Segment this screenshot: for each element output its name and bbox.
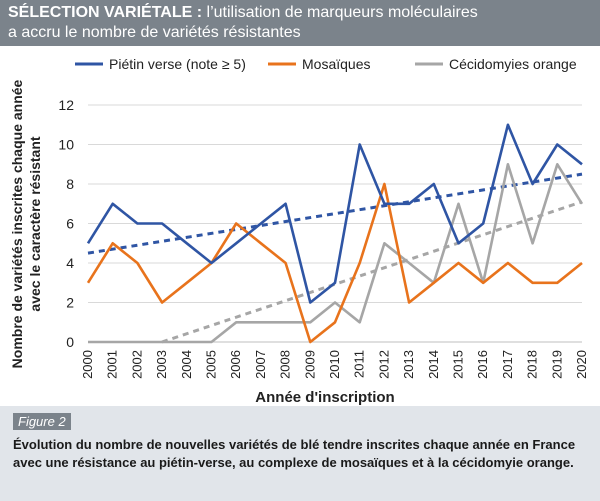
x-tick-label: 2000 — [80, 350, 95, 379]
y-tick-label: 10 — [58, 137, 74, 153]
x-tick-label: 2014 — [426, 350, 441, 379]
y-tick-label: 0 — [66, 334, 74, 350]
x-tick-label: 2006 — [228, 350, 243, 379]
figure-caption: Évolution du nombre de nouvelles variété… — [13, 437, 576, 470]
y-tick-label: 8 — [66, 176, 74, 192]
x-tick-label: 2007 — [253, 350, 268, 379]
y-axis-label-line2: avec le caractère résistant — [27, 136, 43, 311]
x-tick-label: 2015 — [451, 350, 466, 379]
x-tick-label: 2009 — [302, 350, 317, 379]
series-line — [86, 123, 583, 304]
x-tick-label: 2002 — [129, 350, 144, 379]
x-tick-label: 2008 — [278, 350, 293, 379]
legend-label: Piétin verse (note ≥ 5) — [109, 56, 246, 72]
y-axis-label-line1: Nombre de variétés inscrites chaque anné… — [9, 79, 25, 368]
x-tick-label: 2004 — [179, 350, 194, 379]
trend-line — [87, 172, 583, 255]
line-chart: 0 2 4 6 8 10 12 2000 2001 2002 2003 2004 2005 2006 200… — [9, 56, 589, 406]
y-tick-label: 12 — [58, 97, 74, 113]
x-tick-label: 2005 — [204, 350, 219, 379]
x-tick-label: 2018 — [525, 350, 540, 379]
x-axis-label: Année d'inscription — [255, 389, 394, 406]
y-tick-label: 6 — [66, 216, 74, 232]
trend-line — [161, 200, 583, 344]
x-tick-label: 2011 — [352, 350, 367, 378]
header-title-bold: SÉLECTION VARIÉTALE : — [8, 4, 207, 21]
header-title-rest: l’utilisation de marqueurs moléculaires — [206, 4, 478, 21]
x-tick-label: 2001 — [105, 350, 120, 379]
x-tick-label: 2020 — [574, 350, 589, 379]
header-title-line2: a accru le nombre de variétés résistante… — [8, 24, 301, 41]
x-tick-label: 2016 — [475, 350, 490, 379]
x-tick-label: 2019 — [549, 350, 564, 379]
figure-header: SÉLECTION VARIÉTALE : l’utilisation de m… — [0, 0, 600, 46]
x-tick-label: 2013 — [401, 350, 416, 379]
series-line — [86, 182, 583, 344]
x-tick-label: 2010 — [327, 350, 342, 379]
x-tick-label: 2003 — [154, 350, 169, 379]
series-line — [88, 163, 584, 344]
y-tick-label: 2 — [66, 295, 74, 311]
chart-area: 0 2 4 6 8 10 12 2000 2001 2002 2003 2004 2005 2006 200… — [0, 46, 600, 406]
x-tick-label: 2012 — [376, 350, 391, 379]
legend-label: Mosaïques — [302, 56, 370, 72]
x-tick-label: 2017 — [500, 350, 515, 379]
y-tick-label: 4 — [66, 255, 74, 271]
figure-label: Figure 2 — [13, 413, 71, 430]
legend-label: Cécidomyies orange — [449, 56, 577, 72]
header-title-line1: SÉLECTION VARIÉTALE : l’utilisation de m… — [8, 3, 478, 23]
